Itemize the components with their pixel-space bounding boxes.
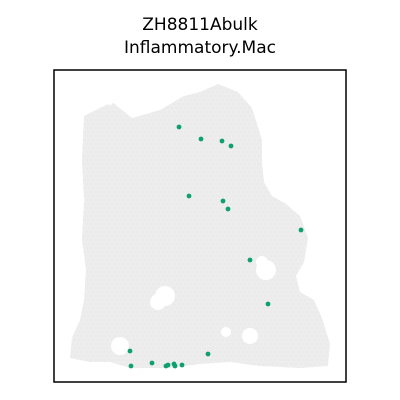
data-point bbox=[198, 136, 204, 142]
data-point bbox=[172, 363, 178, 369]
highlight-spots bbox=[127, 124, 304, 369]
data-point bbox=[128, 363, 134, 369]
plot-frame bbox=[53, 69, 347, 383]
data-point bbox=[163, 363, 169, 369]
tissue-holes bbox=[107, 99, 276, 355]
data-point bbox=[186, 193, 192, 199]
data-point bbox=[220, 198, 226, 204]
data-point bbox=[219, 138, 225, 144]
data-point bbox=[247, 257, 253, 263]
data-point bbox=[179, 362, 185, 368]
data-point bbox=[265, 301, 271, 307]
background-spots bbox=[70, 84, 330, 368]
data-point bbox=[176, 124, 182, 130]
data-point bbox=[298, 227, 304, 233]
data-point bbox=[127, 348, 133, 354]
data-point bbox=[205, 351, 211, 357]
data-point bbox=[149, 360, 155, 366]
data-point bbox=[225, 206, 231, 212]
data-point bbox=[228, 143, 234, 149]
chart-title-line-2: Inflammatory.Mac bbox=[124, 38, 276, 58]
chart-title-line-1: ZH8811Abulk bbox=[142, 15, 258, 35]
